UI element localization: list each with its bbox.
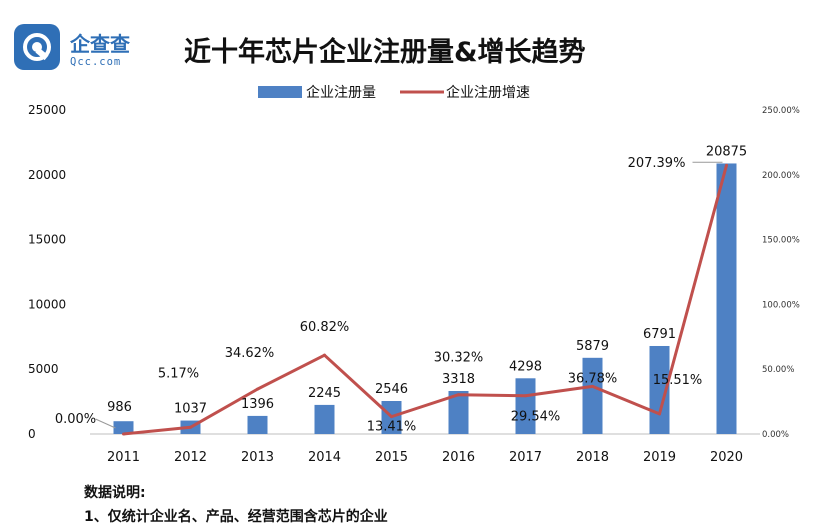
brand-logo: 企查查 Qcc.com bbox=[14, 24, 164, 76]
y-right-tick-label: 250.00% bbox=[762, 106, 800, 116]
growth-point-2011 bbox=[122, 432, 125, 436]
line-value-label: 0.00% bbox=[55, 412, 96, 427]
y-left-tick-label: 5000 bbox=[28, 362, 59, 376]
y-right-tick-label: 0.00% bbox=[762, 430, 789, 440]
bar-2011 bbox=[113, 421, 134, 434]
x-tick-label: 2012 bbox=[174, 450, 207, 465]
line-value-label: 29.54% bbox=[511, 410, 561, 425]
line-value-label: 15.51% bbox=[653, 373, 703, 388]
bar-value-label: 20875 bbox=[706, 144, 747, 159]
bar-value-label: 986 bbox=[107, 400, 132, 415]
bar-value-label: 4298 bbox=[509, 359, 542, 374]
growth-point-2019 bbox=[658, 412, 661, 416]
growth-point-2015 bbox=[390, 415, 393, 419]
label-leader-line bbox=[95, 418, 116, 429]
x-tick-label: 2020 bbox=[710, 450, 743, 465]
x-tick-label: 2011 bbox=[107, 450, 140, 465]
x-tick-label: 2016 bbox=[442, 450, 475, 465]
line-value-label: 207.39% bbox=[628, 156, 686, 171]
notes-line: 1、仅统计企业名、产品、经营范围含芯片的企业 bbox=[84, 509, 388, 525]
y-left-tick-label: 10000 bbox=[28, 297, 66, 311]
x-tick-label: 2018 bbox=[576, 450, 609, 465]
bar-value-label: 3318 bbox=[442, 372, 475, 387]
line-value-label: 30.32% bbox=[434, 351, 484, 366]
line-value-label: 60.82% bbox=[300, 320, 350, 335]
legend-bar-swatch bbox=[258, 86, 302, 98]
y-left-tick-label: 15000 bbox=[28, 233, 66, 247]
brand-name: 企查查 bbox=[70, 32, 130, 56]
growth-point-2013 bbox=[256, 387, 259, 391]
growth-point-2014 bbox=[323, 353, 326, 357]
x-tick-label: 2013 bbox=[241, 450, 274, 465]
bar-value-label: 1037 bbox=[174, 402, 207, 417]
y-right-tick-label: 100.00% bbox=[762, 300, 800, 310]
growth-point-2020 bbox=[725, 163, 728, 167]
bar-value-label: 2245 bbox=[308, 386, 341, 401]
qcc-logo-icon bbox=[14, 24, 60, 70]
notes-heading: 数据说明: bbox=[84, 485, 146, 501]
bar-value-label: 2546 bbox=[375, 382, 408, 397]
y-right-tick-label: 150.00% bbox=[762, 236, 800, 246]
bar-2018 bbox=[582, 357, 603, 434]
growth-point-2017 bbox=[524, 394, 527, 398]
x-tick-label: 2015 bbox=[375, 450, 408, 465]
line-value-label: 34.62% bbox=[225, 346, 275, 361]
bar-2013 bbox=[247, 415, 268, 434]
line-value-label: 36.78% bbox=[568, 371, 618, 386]
bar-value-label: 1396 bbox=[241, 397, 274, 412]
line-value-label: 5.17% bbox=[158, 366, 199, 381]
growth-point-2016 bbox=[457, 393, 460, 397]
bar-2016 bbox=[448, 390, 469, 434]
x-tick-label: 2014 bbox=[308, 450, 341, 465]
bar-2014 bbox=[314, 404, 335, 434]
y-left-tick-label: 25000 bbox=[28, 103, 66, 117]
y-right-tick-label: 200.00% bbox=[762, 171, 800, 181]
y-right-tick-label: 50.00% bbox=[762, 365, 794, 375]
legend-bar-label: 企业注册量 bbox=[306, 84, 376, 101]
growth-point-2018 bbox=[591, 384, 594, 388]
chart-title: 近十年芯片企业注册量&增长趋势 bbox=[184, 37, 586, 68]
y-left-tick-label: 20000 bbox=[28, 168, 66, 182]
legend-line-label: 企业注册增速 bbox=[446, 84, 530, 101]
bar-2020 bbox=[716, 163, 737, 434]
bar-value-label: 6791 bbox=[643, 327, 676, 342]
bar-value-label: 5879 bbox=[576, 339, 609, 354]
bar-2017 bbox=[515, 378, 536, 434]
y-left-tick-label: 0 bbox=[28, 427, 36, 441]
growth-point-2012 bbox=[189, 425, 192, 429]
x-tick-label: 2017 bbox=[509, 450, 542, 465]
x-tick-label: 2019 bbox=[643, 450, 676, 465]
line-value-label: 13.41% bbox=[367, 420, 417, 435]
growth-line bbox=[123, 164, 728, 436]
brand-domain: Qcc.com bbox=[70, 56, 122, 68]
